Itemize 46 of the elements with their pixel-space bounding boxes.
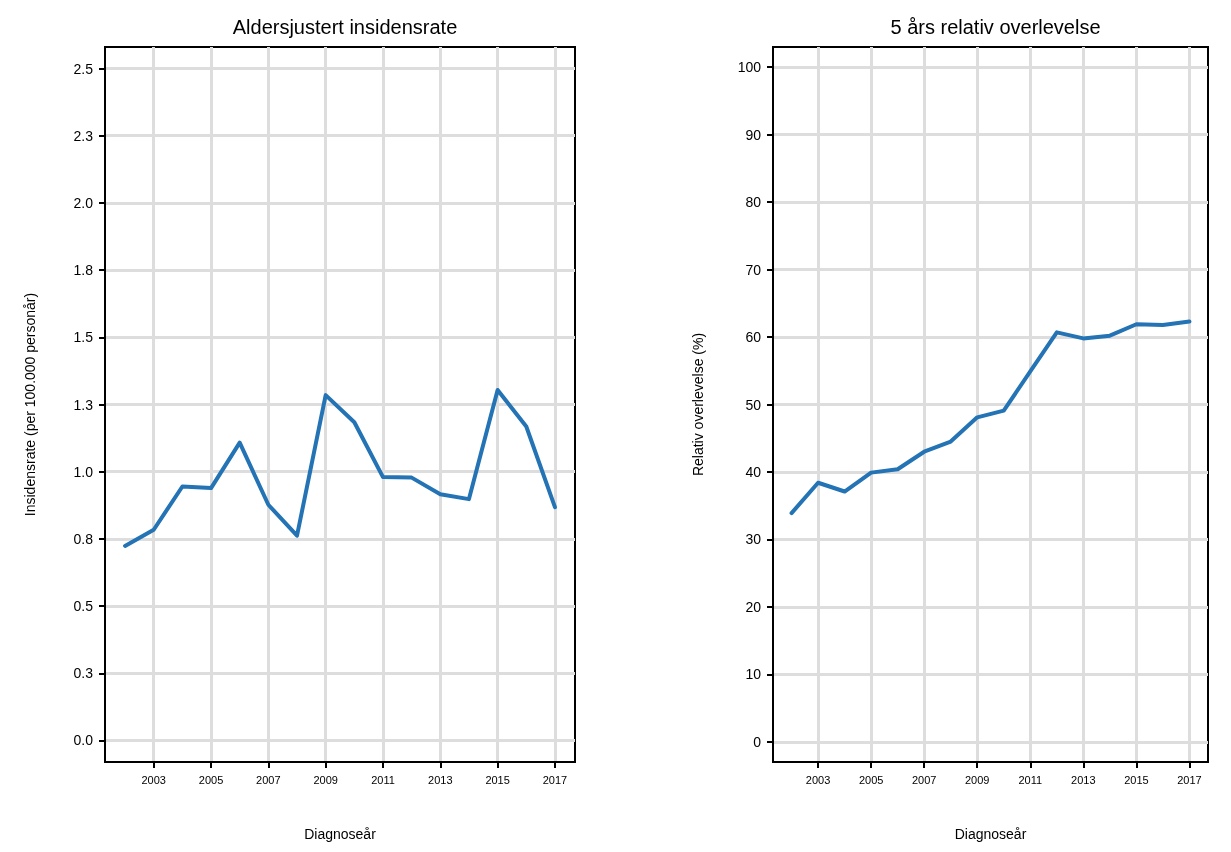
x-tick-label: 2007 [911, 773, 937, 786]
y-tick-label: 1.0 [73, 463, 94, 480]
y-tick-label: 30 [745, 531, 762, 548]
y-tick-label: 80 [745, 194, 762, 211]
line-series [123, 387, 557, 548]
chart-title: Aldersjustert insidensrate [232, 16, 458, 38]
chart-title: 5 års relativ overlevelse [890, 16, 1101, 38]
x-tick-label: 2015 [1124, 773, 1149, 786]
x-tick-label: 2017 [542, 773, 568, 786]
y-tick-label: 0.5 [73, 598, 94, 615]
x-axis-title: Diagnoseår [304, 826, 377, 842]
y-tick-label: 100 [737, 59, 762, 76]
y-tick-label: 1.3 [73, 396, 94, 413]
y-tick-label: 0.3 [73, 665, 94, 682]
y-tick-label: 40 [745, 463, 762, 480]
y-tick-label: 20 [745, 598, 762, 615]
y-tick-label: 60 [745, 329, 762, 346]
y-tick-label: 50 [745, 396, 762, 413]
x-tick-label: 2009 [313, 773, 338, 786]
y-tick-label: 0.8 [73, 530, 94, 547]
x-tick-label: 2007 [256, 773, 281, 786]
y-tick-label: 10 [745, 666, 762, 683]
y-tick-label: 2.5 [73, 60, 94, 77]
y-tick-label: 1.8 [73, 262, 94, 279]
y-tick-label: 70 [745, 261, 762, 278]
x-tick-label: 2005 [198, 773, 224, 786]
x-tick-label: 2003 [141, 773, 166, 786]
x-tick-label: 2003 [805, 773, 831, 786]
y-tick-label: 0.0 [73, 732, 94, 749]
x-tick-label: 2005 [858, 773, 884, 786]
x-tick-label: 2017 [1177, 773, 1202, 786]
x-tick-label: 2013 [1071, 773, 1096, 786]
x-axis-title: Diagnoseår [954, 826, 1027, 842]
x-tick-label: 2011 [1018, 773, 1043, 786]
y-tick-label: 90 [745, 126, 762, 143]
y-axis-title: Relativ overlevelse (%) [690, 332, 706, 477]
x-tick-label: 2015 [485, 773, 510, 786]
y-tick-label: 1.5 [73, 329, 94, 346]
x-tick-label: 2011 [371, 773, 395, 786]
x-tick-label: 2013 [428, 773, 453, 786]
y-axis-title: Insidensrate (per 100.000 personår) [22, 292, 38, 517]
y-tick-label: 0 [753, 733, 762, 750]
y-tick-label: 2.0 [73, 194, 94, 211]
x-tick-label: 2009 [965, 773, 990, 786]
line-series [789, 319, 1192, 516]
y-tick-label: 2.3 [73, 127, 94, 144]
